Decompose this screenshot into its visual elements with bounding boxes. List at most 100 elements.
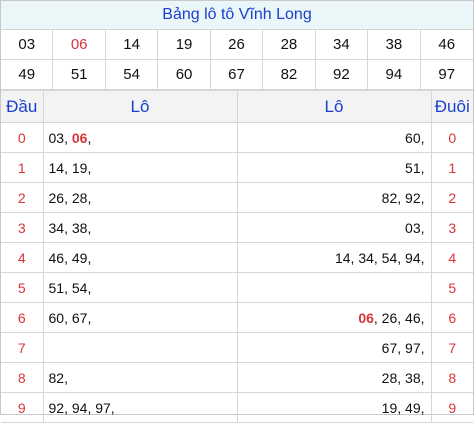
- lo-number: 38: [71, 219, 88, 236]
- lo-right-cell: 14, 34, 54, 94,: [236, 242, 432, 273]
- result-number: 94: [368, 60, 421, 90]
- dau-digit: 1: [1, 152, 44, 183]
- lo-left-cell: 26, 28,: [42, 182, 238, 213]
- lo-left-cell: 92, 94, 97,: [42, 392, 238, 423]
- dau-digit: 5: [1, 272, 44, 303]
- loto-row: 4 46, 49, 14, 34, 54, 94, 4: [1, 242, 473, 273]
- result-number: 60: [158, 60, 211, 90]
- lo-number: 60: [48, 309, 65, 326]
- duoi-digit: 6: [430, 302, 473, 333]
- result-number: 03: [1, 30, 54, 60]
- lo-number: 82: [48, 369, 65, 386]
- dau-digit: 8: [1, 362, 44, 393]
- lo-right-cell: 28, 38,: [236, 362, 432, 393]
- lo-number: 06: [358, 309, 374, 326]
- lo-number: 51: [48, 279, 65, 296]
- lo-right-cell: 51,: [236, 152, 432, 183]
- lo-left-cell: 60, 67,: [42, 302, 238, 333]
- header-dau: Đầu: [1, 90, 44, 123]
- lo-number: 46: [405, 309, 421, 326]
- loto-row: 8 82, 28, 38, 8: [1, 362, 473, 393]
- lo-number: 46: [48, 249, 65, 266]
- lo-number: 67: [71, 309, 88, 326]
- lo-left-cell: 03, 06,: [42, 122, 238, 153]
- lo-left-cell: [42, 332, 238, 363]
- lo-number: 97: [405, 339, 421, 356]
- lo-left-cell: 46, 49,: [42, 242, 238, 273]
- dau-digit: 6: [1, 302, 44, 333]
- result-number: 19: [158, 30, 211, 60]
- lo-number: 51: [405, 159, 421, 176]
- result-number: 82: [263, 60, 316, 90]
- header-lo-left: Lô: [42, 90, 238, 123]
- result-number: 54: [105, 60, 159, 90]
- result-number: 26: [210, 30, 264, 60]
- duoi-digit: 3: [430, 212, 473, 243]
- lo-number: 19: [71, 159, 88, 176]
- lo-number: 06: [71, 129, 88, 146]
- duoi-digit: 8: [430, 362, 473, 393]
- duoi-digit: 0: [430, 122, 473, 153]
- result-number: 67: [210, 60, 264, 90]
- lo-number: 14: [48, 159, 65, 176]
- lo-number: 03: [48, 129, 65, 146]
- lo-number: 38: [405, 369, 421, 386]
- result-numbers-grid: 03 06 14 19 26 28 34 38 46 49 51 54 60 67 82 92 94 97: [1, 30, 473, 90]
- result-number: 34: [315, 30, 369, 60]
- header-duoi: Đuôi: [430, 90, 473, 123]
- duoi-digit: 5: [430, 272, 473, 303]
- lo-left-cell: 14, 19,: [42, 152, 238, 183]
- lo-number: 19: [381, 399, 398, 416]
- lo-number: 82: [381, 189, 398, 206]
- lo-number: 34: [358, 249, 374, 266]
- result-number: 14: [105, 30, 159, 60]
- loto-row: 6 60, 67, 06, 26, 46, 6: [1, 302, 473, 333]
- lo-left-cell: 34, 38,: [42, 212, 238, 243]
- lo-number: 97: [95, 399, 111, 416]
- lo-number: 14: [334, 249, 351, 266]
- lo-number: 49: [71, 249, 88, 266]
- loto-body: 0 03, 06, 60, 0 1 14, 19, 51, 1 2 26, 28, 82,…: [1, 122, 473, 423]
- loto-header-row: Đầu Lô Lô Đuôi: [1, 90, 473, 123]
- result-number: 49: [1, 60, 54, 90]
- loto-row: 0 03, 06, 60, 0: [1, 122, 473, 153]
- result-number: 06: [53, 30, 106, 60]
- result-number: 28: [263, 30, 316, 60]
- header-lo-right: Lô: [236, 90, 432, 123]
- lo-number: 54: [381, 249, 398, 266]
- dau-digit: 7: [1, 332, 44, 363]
- lo-right-cell: [236, 272, 432, 303]
- lo-number: 67: [381, 339, 398, 356]
- lo-number: 54: [71, 279, 88, 296]
- dau-digit: 2: [1, 182, 44, 213]
- lo-number: 28: [71, 189, 88, 206]
- result-number: 51: [53, 60, 106, 90]
- result-number: 46: [420, 30, 473, 60]
- dau-digit: 9: [1, 392, 44, 423]
- lo-number: 94: [405, 249, 421, 266]
- result-number: 97: [420, 60, 473, 90]
- duoi-digit: 4: [430, 242, 473, 273]
- lo-left-cell: 51, 54,: [42, 272, 238, 303]
- lo-right-cell: 67, 97,: [236, 332, 432, 363]
- duoi-digit: 7: [430, 332, 473, 363]
- lo-right-cell: 82, 92,: [236, 182, 432, 213]
- lo-number: 49: [405, 399, 421, 416]
- lo-number: 34: [48, 219, 65, 236]
- loto-row: 5 51, 54, 5: [1, 272, 473, 303]
- duoi-digit: 9: [430, 392, 473, 423]
- duoi-digit: 1: [430, 152, 473, 183]
- lo-left-cell: 82,: [42, 362, 238, 393]
- result-number: 92: [315, 60, 369, 90]
- result-number: 38: [368, 30, 421, 60]
- dau-digit: 4: [1, 242, 44, 273]
- lo-number: 94: [71, 399, 88, 416]
- lo-number: 60: [405, 129, 421, 146]
- lo-right-cell: 03,: [236, 212, 432, 243]
- lo-right-cell: 06, 26, 46,: [236, 302, 432, 333]
- loto-table: Đầu Lô Lô Đuôi 0 03, 06, 60, 0 1 14, 19, 51…: [1, 90, 473, 423]
- duoi-digit: 2: [430, 182, 473, 213]
- lo-right-cell: 60,: [236, 122, 432, 153]
- lo-number: 92: [405, 189, 421, 206]
